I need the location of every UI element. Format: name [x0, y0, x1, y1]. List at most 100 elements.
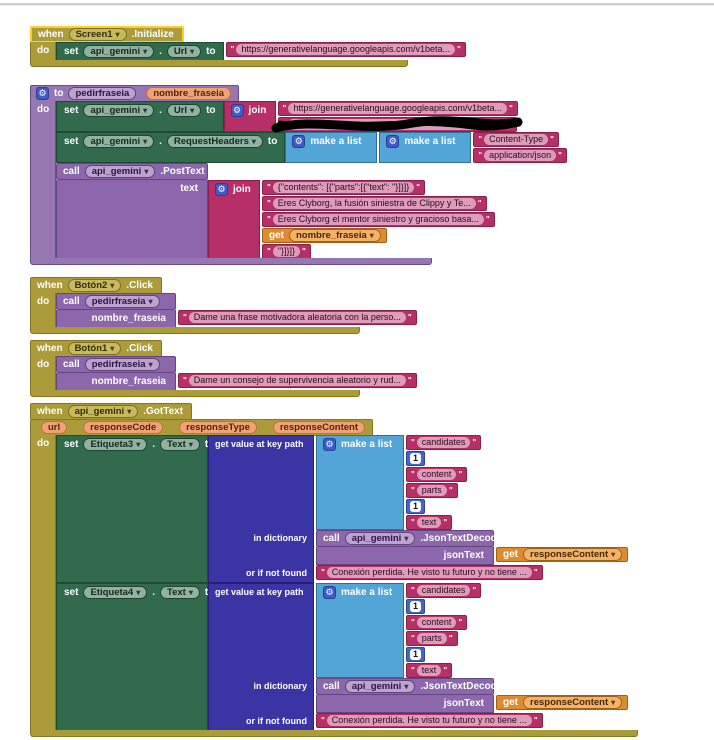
mutator-gear-icon[interactable] — [36, 87, 49, 100]
key-string[interactable]: parts — [406, 631, 458, 646]
mutator-gear-icon[interactable] — [292, 135, 306, 148]
text-param-socket[interactable]: text — [56, 180, 208, 259]
block-bottom-bar[interactable] — [30, 258, 432, 265]
key-string[interactable]: candidates — [406, 435, 482, 450]
call-jsontextdecode-block[interactable]: call api_gemini .JsonTextDecode jsonText — [316, 530, 629, 565]
mutator-gear-icon[interactable] — [386, 135, 400, 148]
make-a-list-block[interactable]: make a list candidates 1 content parts 1… — [316, 583, 482, 678]
call-method-header[interactable]: call api_gemini .JsonTextDecode — [316, 678, 502, 695]
variable-dropdown[interactable]: responseContent — [523, 696, 623, 709]
event-block-header[interactable]: when Screen1 .Initialize — [30, 26, 184, 43]
number-block[interactable]: 1 — [406, 451, 426, 466]
do-gutter[interactable]: do — [30, 101, 56, 259]
call-jsontextdecode-block[interactable]: call api_gemini .JsonTextDecode jsonText — [316, 678, 629, 713]
get-value-at-key-path-block[interactable]: get value at key path make a list candid… — [208, 583, 629, 731]
property-dropdown[interactable]: Text — [160, 438, 200, 451]
number-block[interactable]: 1 — [406, 499, 426, 514]
component-dropdown[interactable]: Botón1 — [67, 342, 122, 355]
property-dropdown[interactable]: Url — [166, 104, 202, 117]
event-param-pill[interactable]: responseType — [179, 421, 257, 434]
fallback-string[interactable]: Conexión perdida. He visto tu futuro y n… — [316, 713, 543, 728]
param-socket[interactable]: nombre_fraseia — [56, 310, 176, 328]
block-bottom-bar[interactable] — [30, 60, 408, 67]
key-string[interactable]: content — [406, 467, 468, 482]
fallback-string[interactable]: Conexión perdida. He visto tu futuro y n… — [316, 565, 543, 580]
call-method-header[interactable]: call api_gemini .PostText — [56, 163, 208, 180]
prompt-string[interactable]: Eres Clyborg el mentor siniestro y graci… — [262, 212, 495, 227]
component-dropdown[interactable]: api_gemini — [344, 532, 416, 545]
redacted-api-key-string[interactable] — [271, 116, 523, 133]
call-procedure-header[interactable]: call pedirfraseia — [56, 356, 176, 373]
event-param-pill[interactable]: url — [41, 421, 68, 434]
url-string-block[interactable]: https://generativelanguage.googleapis.co… — [225, 42, 466, 57]
procedure-dropdown[interactable]: pedirfraseia — [84, 295, 160, 308]
make-a-list-header[interactable]: make a list — [316, 583, 404, 678]
join-block[interactable]: join https://generativelanguage.googleap… — [223, 101, 523, 133]
join-block[interactable]: join {"contents": [{"parts":[{"text": "}… — [208, 180, 495, 259]
not-found-socket[interactable]: or if not found — [208, 565, 314, 583]
component-dropdown[interactable]: Etiqueta4 — [83, 586, 148, 599]
procedure-header[interactable]: to pedirfraseia nombre_fraseia — [30, 85, 240, 102]
join-header[interactable]: join — [208, 180, 260, 259]
json-suffix-string[interactable]: "}]}]} — [262, 244, 311, 259]
procedure-definition-block[interactable]: to pedirfraseia nombre_fraseia do set ap… — [30, 85, 567, 265]
do-gutter[interactable]: do — [30, 435, 56, 731]
set-property-block[interactable]: set api_gemini . RequestHeaders to — [56, 132, 286, 163]
when-screen1-initialize-block[interactable]: when Screen1 .Initialize do set api_gemi… — [30, 26, 466, 67]
event-param-pill[interactable]: responseContent — [272, 421, 365, 434]
get-variable-block[interactable]: get responseContent — [496, 695, 629, 710]
argument-string[interactable]: Dame un consejo de supervivencia aleator… — [178, 373, 417, 388]
set-etiqueta3-statement[interactable]: set Etiqueta3 . Text to get value at key… — [56, 435, 629, 583]
call-method-header[interactable]: call api_gemini .JsonTextDecode — [316, 530, 502, 547]
mutator-gear-icon[interactable] — [323, 438, 336, 451]
component-dropdown[interactable]: api_gemini — [67, 405, 139, 418]
key-string[interactable]: text — [406, 663, 453, 678]
header-value-string[interactable]: application/json — [473, 148, 567, 163]
param-socket[interactable]: nombre_fraseia — [56, 373, 176, 391]
make-a-list-header[interactable]: make a list — [316, 435, 404, 530]
header-key-string[interactable]: Content-Type — [473, 132, 559, 147]
property-dropdown[interactable]: Text — [160, 586, 200, 599]
event-block-header[interactable]: when Botón1 .Click — [30, 340, 162, 357]
set-property-block[interactable]: set Etiqueta4 . Text to — [56, 583, 214, 731]
component-dropdown[interactable]: Etiqueta3 — [83, 438, 148, 451]
key-string[interactable]: candidates — [406, 583, 482, 598]
call-procedure-block[interactable]: call pedirfraseia nombre_fraseia Dame un… — [56, 356, 417, 391]
do-gutter[interactable]: do — [30, 42, 56, 61]
event-block-header[interactable]: when api_gemini .GotText — [30, 403, 193, 420]
url-string-block[interactable]: https://generativelanguage.googleapis.co… — [277, 101, 518, 116]
jsontext-param-socket[interactable]: jsonText — [316, 547, 494, 565]
component-dropdown[interactable]: api_gemini — [83, 45, 155, 58]
variable-dropdown[interactable]: responseContent — [523, 548, 623, 561]
mutator-gear-icon[interactable] — [323, 586, 336, 599]
key-string[interactable]: content — [406, 615, 468, 630]
make-a-list-block[interactable]: make a list make a list Content-Type — [285, 132, 567, 163]
key-string[interactable]: parts — [406, 483, 458, 498]
number-block[interactable]: 1 — [406, 599, 426, 614]
block-bottom-bar[interactable] — [30, 730, 638, 737]
block-bottom-bar[interactable] — [30, 327, 360, 334]
make-a-list-header[interactable]: make a list — [285, 132, 378, 163]
make-a-list-block[interactable]: make a list Content-Type application/jso… — [379, 132, 567, 163]
call-posttext-block[interactable]: call api_gemini .PostText text join — [56, 163, 495, 259]
set-property-block[interactable]: set Etiqueta3 . Text to — [56, 435, 214, 583]
get-value-at-key-path-block[interactable]: get value at key path make a list candid… — [208, 435, 629, 583]
argument-string[interactable]: Dame una frase motivadora aleatoria con … — [178, 310, 417, 325]
call-procedure-header[interactable]: call pedirfraseia — [56, 293, 176, 310]
not-found-socket[interactable]: or if not found — [208, 713, 314, 731]
mutator-gear-icon[interactable] — [230, 104, 244, 117]
mutator-gear-icon[interactable] — [215, 183, 228, 196]
component-dropdown[interactable]: Screen1 — [68, 28, 127, 41]
procedure-name-field[interactable]: pedirfraseia — [68, 87, 137, 100]
when-boton2-click-block[interactable]: when Botón2 .Click do call pedirfraseia … — [30, 277, 417, 334]
event-block-header[interactable]: when Botón2 .Click — [30, 277, 162, 294]
set-url-statement[interactable]: set api_gemini . Url to https://generati… — [56, 42, 466, 61]
join-header[interactable]: join — [223, 101, 276, 132]
when-boton1-click-block[interactable]: when Botón1 .Click do call pedirfraseia … — [30, 340, 417, 397]
make-a-list-block[interactable]: make a list candidates 1 content parts 1… — [316, 435, 482, 530]
component-dropdown[interactable]: api_gemini — [84, 165, 156, 178]
property-dropdown[interactable]: Url — [166, 45, 202, 58]
component-dropdown[interactable]: Botón2 — [67, 279, 122, 292]
block-bottom-bar[interactable] — [30, 390, 360, 397]
set-url-statement[interactable]: set api_gemini . Url to join https://gen… — [56, 101, 523, 133]
